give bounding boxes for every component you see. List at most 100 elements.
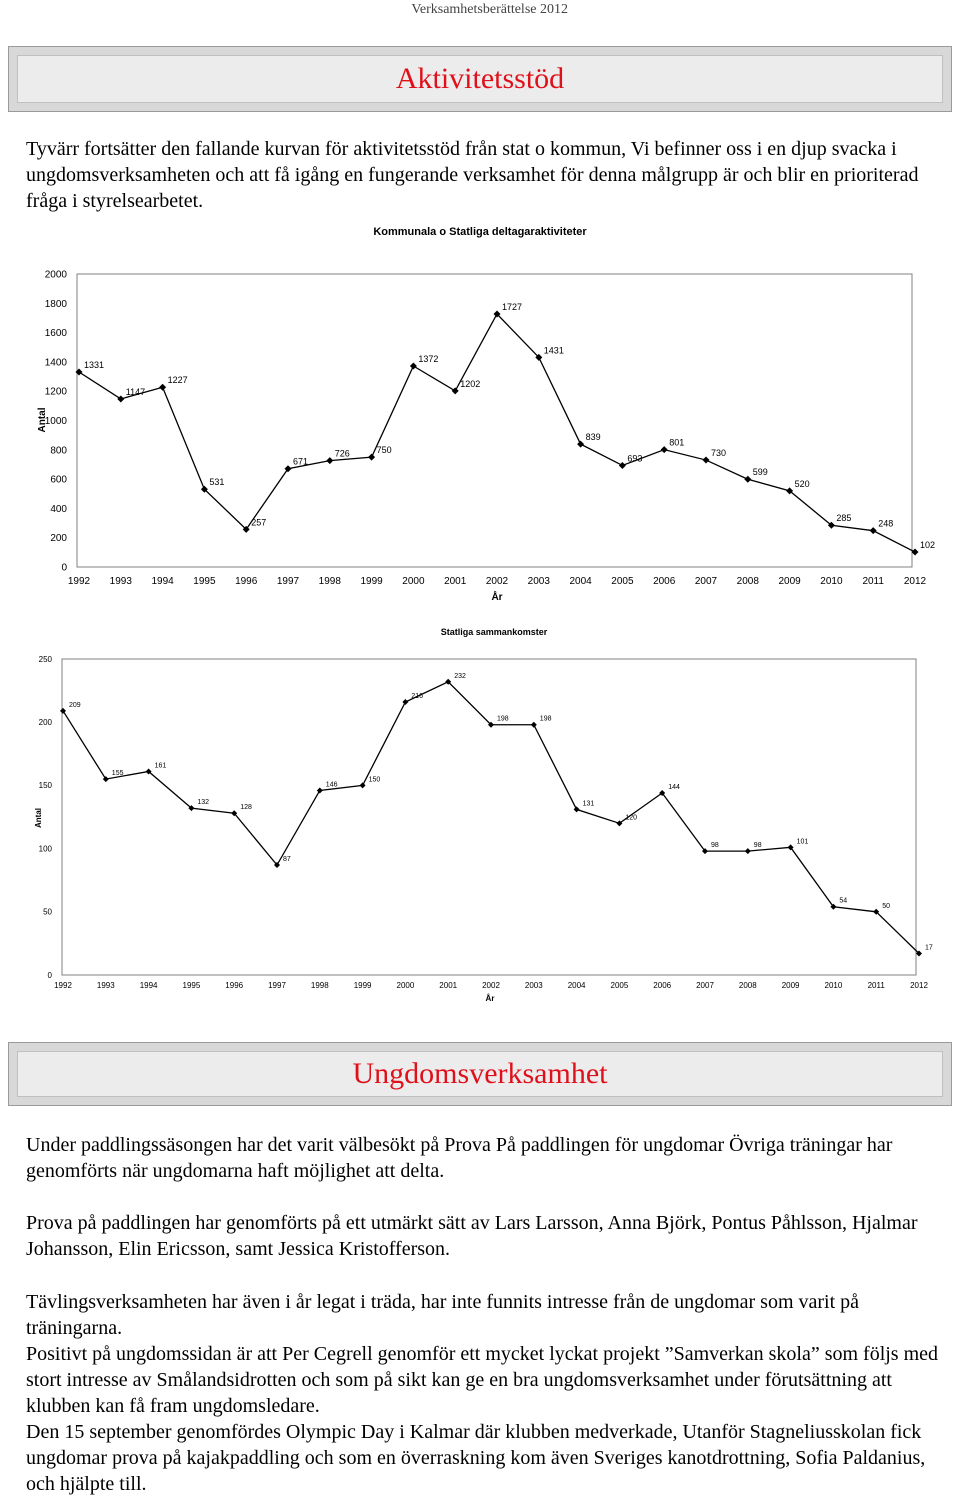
section-title-box-2: Ungdomsverksamhet xyxy=(8,1042,952,1106)
data-label: 1431 xyxy=(544,345,564,355)
data-label: 693 xyxy=(627,453,642,463)
y-tick-label: 0 xyxy=(48,971,53,980)
data-point xyxy=(188,805,195,812)
x-tick-label: 2001 xyxy=(439,981,457,990)
chart-title: Kommunala o Statliga deltagaraktiviteter xyxy=(373,226,587,238)
x-axis-label: År xyxy=(491,590,502,603)
data-point xyxy=(869,527,877,535)
data-label: 1727 xyxy=(502,302,522,312)
data-point xyxy=(616,820,623,827)
data-label: 146 xyxy=(326,781,338,788)
y-tick-label: 2000 xyxy=(45,270,68,281)
x-tick-label: 2012 xyxy=(910,981,928,990)
data-label: 531 xyxy=(209,477,224,487)
y-tick-label: 1400 xyxy=(45,357,68,368)
x-tick-label: 2000 xyxy=(397,981,415,990)
data-point xyxy=(535,353,543,361)
data-point xyxy=(702,848,708,855)
y-axis-label: Antal xyxy=(34,808,43,828)
y-tick-label: 1000 xyxy=(45,416,68,427)
chart-deltagaraktiviteter: Kommunala o Statliga deltagaraktiviteter… xyxy=(37,226,935,603)
chart-statliga-sammankomster: Statliga sammankomster050100150200250199… xyxy=(34,627,933,1003)
x-tick-label: 1997 xyxy=(277,576,300,587)
data-label: 98 xyxy=(711,842,719,849)
x-tick-label: 1998 xyxy=(319,576,342,587)
data-label: 198 xyxy=(540,716,552,723)
running-header: Verksamhetsberättelse 2012 xyxy=(411,2,568,17)
x-tick-label: 2011 xyxy=(862,576,884,587)
y-tick-label: 1200 xyxy=(45,387,68,398)
data-label: 1331 xyxy=(84,360,104,370)
chart-title: Statliga sammankomster xyxy=(441,627,548,637)
data-point xyxy=(787,844,794,851)
data-label: 232 xyxy=(454,673,466,680)
x-tick-label: 1993 xyxy=(110,576,133,587)
data-point xyxy=(744,475,752,483)
y-tick-label: 1800 xyxy=(45,299,68,310)
data-label: 128 xyxy=(240,804,252,811)
x-tick-label: 2004 xyxy=(568,981,586,990)
x-tick-label: 1999 xyxy=(354,981,372,990)
data-label: 285 xyxy=(836,513,851,523)
x-tick-label: 1994 xyxy=(140,981,158,990)
x-tick-label: 1997 xyxy=(268,981,286,990)
data-point xyxy=(75,368,83,376)
x-tick-label: 2010 xyxy=(825,981,843,990)
x-tick-label: 2008 xyxy=(739,981,757,990)
data-label: 839 xyxy=(586,432,601,442)
y-tick-label: 600 xyxy=(50,475,67,486)
data-point xyxy=(827,521,835,529)
data-label: 144 xyxy=(668,784,680,791)
data-label: 248 xyxy=(878,519,893,529)
paragraph-3: Tävlingsverksamheten har även i år legat… xyxy=(26,1291,860,1339)
x-tick-label: 2003 xyxy=(525,981,543,990)
paragraph-5: Den 15 september genomfördes Olympic Day… xyxy=(26,1421,926,1495)
x-tick-label: 1992 xyxy=(54,981,72,990)
x-tick-label: 2006 xyxy=(653,981,671,990)
x-tick-label: 1999 xyxy=(360,576,383,587)
y-tick-label: 800 xyxy=(50,445,67,456)
y-tick-label: 200 xyxy=(39,718,53,727)
data-label: 671 xyxy=(293,457,308,467)
x-tick-label: 1994 xyxy=(151,576,174,587)
x-tick-label: 2002 xyxy=(482,981,500,990)
data-label: 257 xyxy=(251,517,266,527)
data-label: 1227 xyxy=(168,375,188,385)
y-tick-label: 1600 xyxy=(45,328,68,339)
x-tick-label: 1996 xyxy=(225,981,243,990)
data-point xyxy=(102,776,109,783)
data-label: 150 xyxy=(369,776,381,783)
x-tick-label: 2005 xyxy=(611,981,629,990)
paragraph-2: Prova på paddlingen har genomförts på et… xyxy=(26,1212,918,1260)
data-point xyxy=(702,456,710,464)
x-tick-label: 2007 xyxy=(695,576,718,587)
x-tick-label: 1995 xyxy=(183,981,201,990)
x-tick-label: 2012 xyxy=(904,576,927,587)
data-point xyxy=(368,453,376,461)
data-label: 155 xyxy=(112,770,124,777)
data-point xyxy=(402,698,409,705)
data-label: 132 xyxy=(197,799,209,806)
x-tick-label: 1998 xyxy=(311,981,329,990)
y-tick-label: 0 xyxy=(61,563,67,574)
y-tick-label: 50 xyxy=(43,908,52,917)
data-label: 209 xyxy=(69,702,81,709)
x-tick-label: 2005 xyxy=(611,576,634,587)
y-tick-label: 200 xyxy=(50,533,67,544)
section-title-2: Ungdomsverksamhet xyxy=(17,1051,943,1097)
data-point xyxy=(873,908,880,915)
x-tick-label: 2007 xyxy=(696,981,714,990)
x-tick-label: 2002 xyxy=(486,576,509,587)
data-point xyxy=(200,485,208,493)
x-tick-label: 2009 xyxy=(778,576,801,587)
intro-paragraph: Tyvärr fortsätter den fallande kurvan fö… xyxy=(26,138,919,212)
data-point xyxy=(409,362,417,370)
x-tick-label: 2003 xyxy=(528,576,551,587)
paragraph-1: Under paddlingssäsongen har det varit vä… xyxy=(26,1134,893,1182)
x-tick-label: 1993 xyxy=(97,981,115,990)
data-point xyxy=(60,707,66,714)
data-label: 520 xyxy=(795,479,810,489)
data-label: 198 xyxy=(497,716,509,723)
data-point xyxy=(830,903,837,910)
x-tick-label: 2000 xyxy=(402,576,425,587)
